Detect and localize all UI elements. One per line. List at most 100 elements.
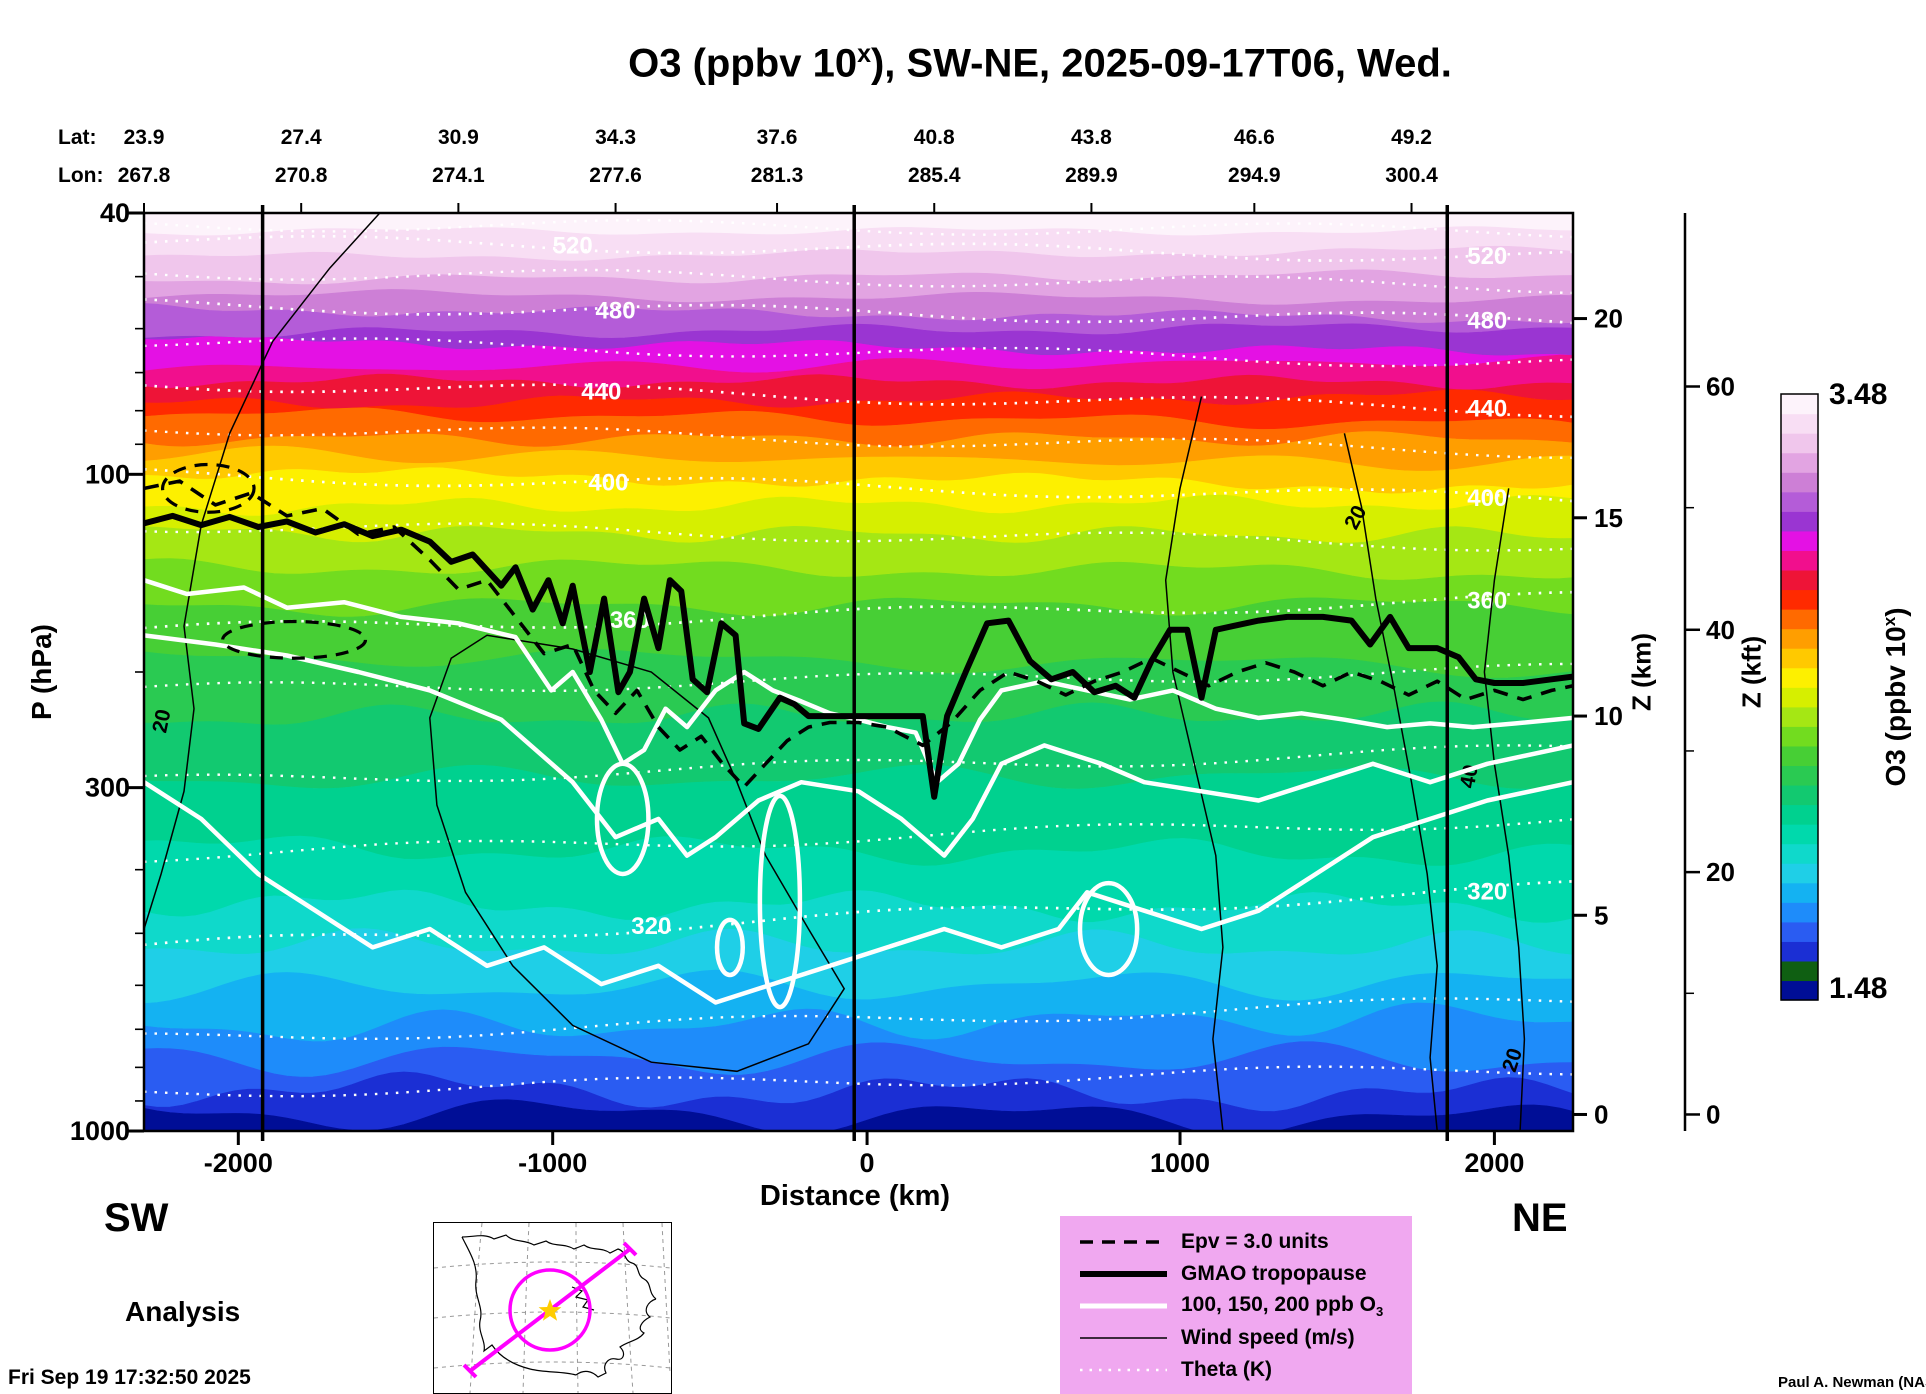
lon-value: 270.8 xyxy=(274,164,328,187)
lon-value: 300.4 xyxy=(1385,164,1438,187)
z-km-axis-title: Z (km) xyxy=(1626,633,1657,711)
title-prefix: O3 (ppbv 10 xyxy=(628,41,858,86)
theta-dotted-line-sample xyxy=(1080,1368,1167,1372)
theta-label: 480 xyxy=(596,297,636,324)
legend-item-theta-dotted: Theta (K) xyxy=(1076,1358,1412,1382)
lon-value: 281.3 xyxy=(750,164,804,187)
z-kft-tick-label: 0 xyxy=(1706,1099,1720,1129)
distance-tick-label: 1000 xyxy=(1150,1148,1210,1178)
colorbar-segment xyxy=(1781,882,1818,903)
x-axis-title: Distance (km) xyxy=(759,1180,951,1212)
colorbar-segment xyxy=(1781,824,1818,845)
lon-value: 294.9 xyxy=(1228,164,1281,187)
p-axis-title: P (hPa) xyxy=(26,624,57,720)
colorbar-segment xyxy=(1781,667,1818,688)
legend-item-tropopause: GMAO tropopause xyxy=(1076,1262,1412,1286)
title-superscript: x xyxy=(857,40,871,68)
inset-location-star xyxy=(538,1299,562,1321)
legend-label: Theta (K) xyxy=(1181,1358,1272,1381)
lat-value: 34.3 xyxy=(595,126,636,149)
inset-graticule xyxy=(661,1223,671,1374)
colorbar-segment xyxy=(1781,784,1818,806)
theta-label: 440 xyxy=(581,379,621,406)
epv-dashed-line-sample xyxy=(1080,1240,1167,1244)
colorbar-segment xyxy=(1781,491,1818,512)
colorbar-title: O3 (ppbv 10x) xyxy=(1880,607,1912,786)
lat-value: 30.9 xyxy=(437,126,479,149)
inset-range-circle xyxy=(508,1268,592,1352)
colorbar-segment xyxy=(1781,902,1818,923)
colorbar-segment xyxy=(1781,413,1818,434)
legend-item-o3-white: 100, 150, 200 ppb O3 xyxy=(1076,1293,1412,1319)
theta-label: 480 xyxy=(1467,307,1507,334)
colorbar-segment xyxy=(1781,472,1818,493)
theta-label: 400 xyxy=(588,470,628,497)
lat-value: 23.9 xyxy=(123,126,165,149)
legend-label: Epv = 3.0 units xyxy=(1181,1230,1329,1253)
colorbar-segment xyxy=(1781,921,1818,942)
legend-label: GMAO tropopause xyxy=(1181,1262,1367,1285)
z-kft-axis-title: Z (kft) xyxy=(1736,635,1767,709)
distance-tick-label: -2000 xyxy=(204,1148,273,1178)
z-kft-tick-label: 20 xyxy=(1706,857,1735,887)
theta-label: 360 xyxy=(1467,587,1507,614)
colorbar-segment xyxy=(1781,843,1818,864)
lon-value: 277.6 xyxy=(589,164,642,187)
colorbar-segment xyxy=(1781,530,1818,551)
lat-value: 46.6 xyxy=(1233,126,1275,149)
colorbar-segment xyxy=(1781,511,1818,532)
colorbar-min-label: 1.48 xyxy=(1829,972,1888,1005)
wind-line-sample xyxy=(1080,1337,1167,1339)
credit: Paul A. Newman (NASA xyxy=(1778,1374,1926,1391)
colorbar-segment xyxy=(1781,726,1818,747)
lat-value: 37.6 xyxy=(756,126,798,149)
p-tick-label: 100 xyxy=(85,459,130,489)
colorbar-title-suffix: ) xyxy=(1880,607,1912,617)
theta-label: 320 xyxy=(1467,878,1507,905)
inset-coastline xyxy=(575,1298,657,1378)
location-inset-map xyxy=(433,1222,672,1394)
lat-value: 27.4 xyxy=(280,126,322,149)
colorbar-segment xyxy=(1781,452,1818,473)
lat-row-label: Lat: xyxy=(58,126,97,149)
o3-white-line-sample xyxy=(1080,1303,1167,1309)
z-km-tick-label: 5 xyxy=(1594,900,1608,930)
sw-endpoint-label: SW xyxy=(104,1196,169,1240)
legend-box: Epv = 3.0 units GMAO tropopause 100, 150, … xyxy=(1060,1216,1412,1394)
inset-coastline xyxy=(461,1236,577,1376)
z-km-tick-label: 15 xyxy=(1594,503,1623,533)
colorbar-max-label: 3.48 xyxy=(1829,378,1888,411)
colorbar-segment xyxy=(1781,394,1818,415)
inset-graticule xyxy=(434,1261,671,1269)
theta-label: 520 xyxy=(1467,243,1507,270)
colorbar-segment xyxy=(1781,550,1818,571)
colorbar-segment xyxy=(1781,941,1818,962)
p-tick-label: 1000 xyxy=(70,1116,130,1146)
theta-label: 440 xyxy=(1467,396,1507,423)
legend-item-wind: Wind speed (m/s) xyxy=(1076,1326,1412,1350)
z-km-tick-label: 0 xyxy=(1594,1099,1608,1129)
distance-tick-label: -1000 xyxy=(518,1148,587,1178)
colorbar-segment xyxy=(1781,863,1818,884)
inset-coastline xyxy=(571,1286,595,1311)
colorbar-segment xyxy=(1781,609,1818,630)
distance-tick-label: 2000 xyxy=(1464,1148,1524,1178)
colorbar-segment xyxy=(1781,804,1818,825)
colorbar-segment xyxy=(1781,745,1818,767)
colorbar-segment xyxy=(1781,960,1818,982)
colorbar-title-prefix: O3 (ppbv 10 xyxy=(1880,626,1912,787)
inset-graticule xyxy=(434,1361,671,1369)
colorbar-segment xyxy=(1781,980,1818,1001)
analysis-label: Analysis xyxy=(125,1296,241,1327)
chart-title: O3 (ppbv 10x), SW-NE, 2025-09-17T06, Wed… xyxy=(300,40,1780,86)
inset-graticule xyxy=(434,1311,671,1319)
colorbar-segment xyxy=(1781,628,1818,649)
legend-item-epv-dashed: Epv = 3.0 units xyxy=(1076,1230,1412,1254)
title-suffix: ), SW-NE, 2025-09-17T06, Wed. xyxy=(870,41,1452,86)
z-kft-tick-label: 40 xyxy=(1706,615,1735,645)
lat-value: 43.8 xyxy=(1070,126,1112,149)
legend-label: Wind speed (m/s) xyxy=(1181,1326,1355,1349)
lon-row-label: Lon: xyxy=(58,164,104,187)
